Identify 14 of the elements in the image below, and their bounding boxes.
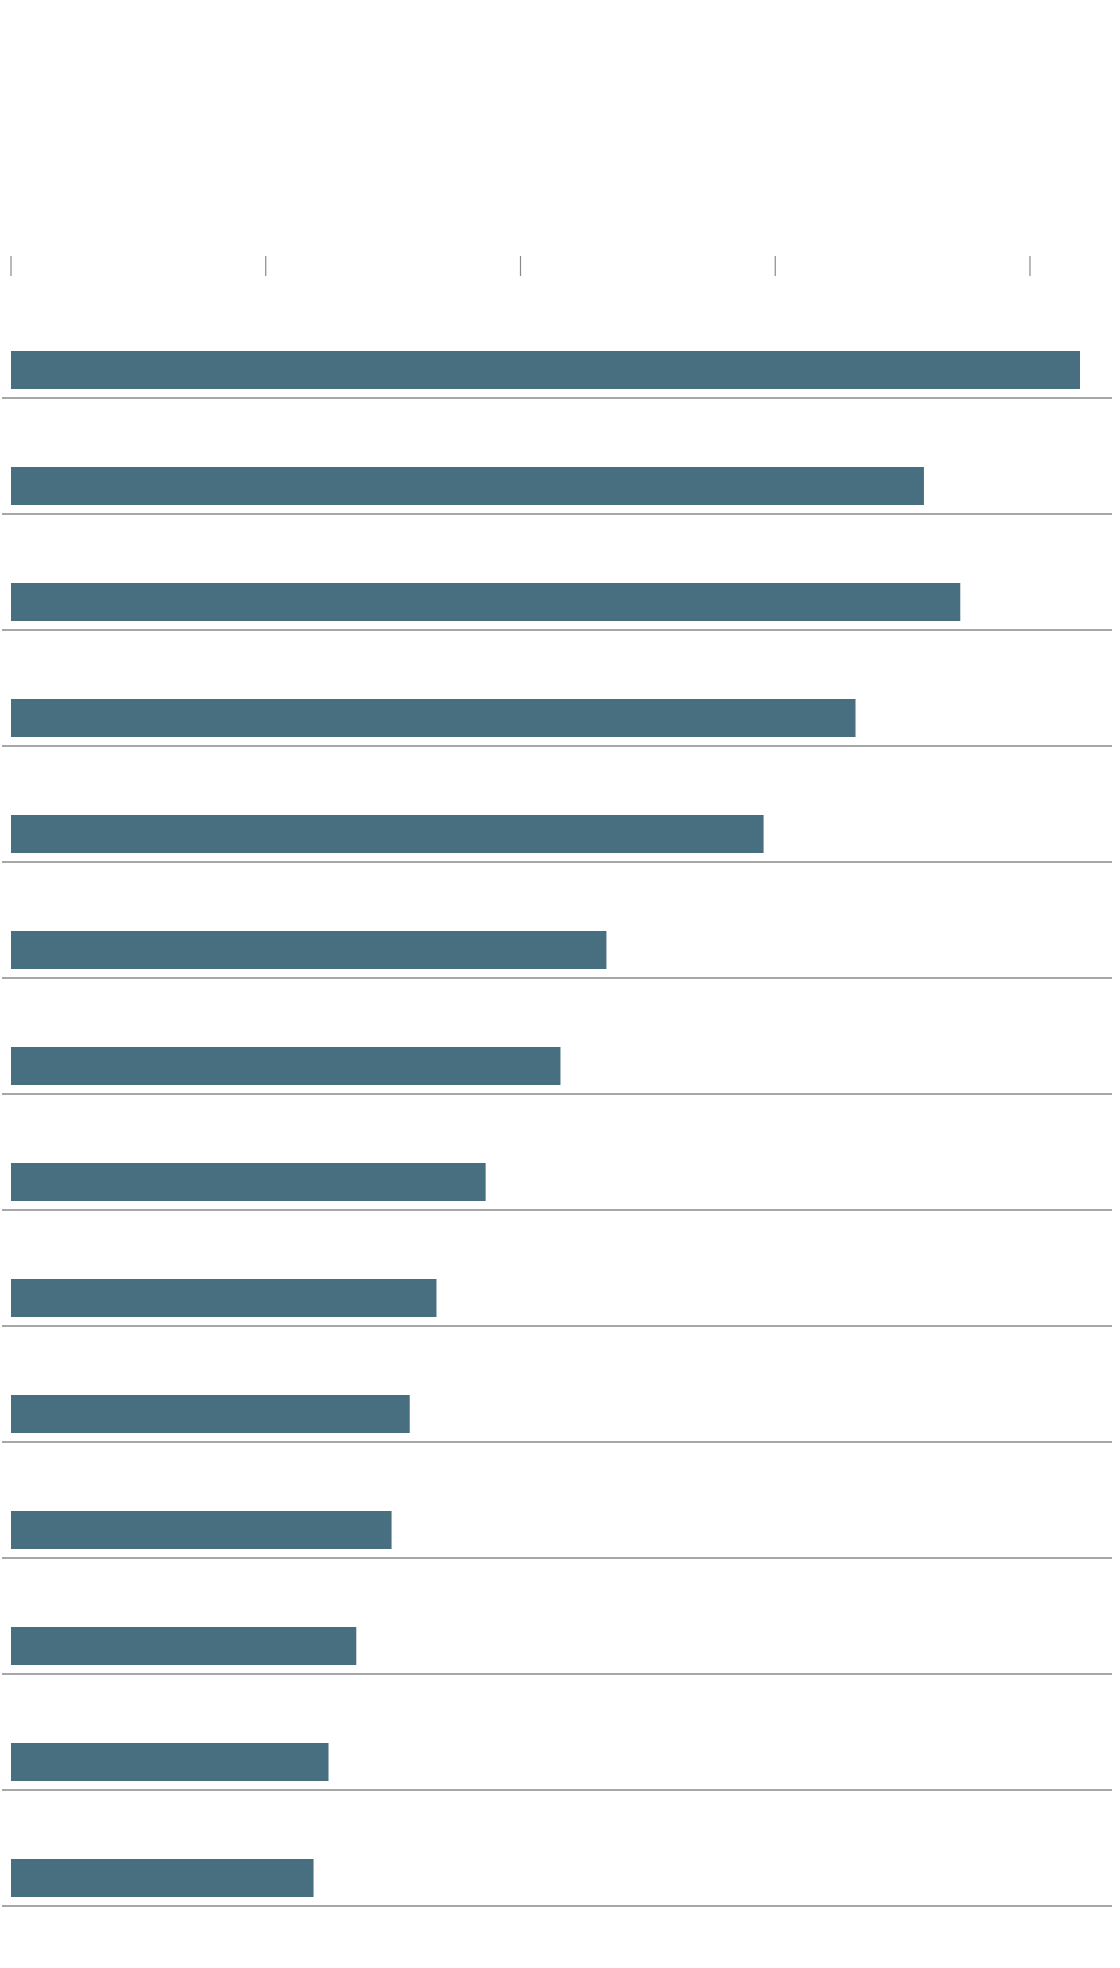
bar: [11, 583, 961, 622]
bar: [11, 1627, 357, 1666]
bar: [11, 815, 764, 854]
bar: [11, 1163, 486, 1202]
bar: [11, 1047, 561, 1086]
bar: [11, 467, 924, 506]
bar: [11, 699, 856, 738]
bar: [11, 1511, 392, 1550]
bar: [11, 1743, 329, 1782]
bar: [11, 1859, 314, 1898]
bar: [11, 1395, 410, 1434]
bar: [11, 1279, 437, 1318]
bar: [11, 931, 607, 970]
bar: [11, 351, 1081, 390]
